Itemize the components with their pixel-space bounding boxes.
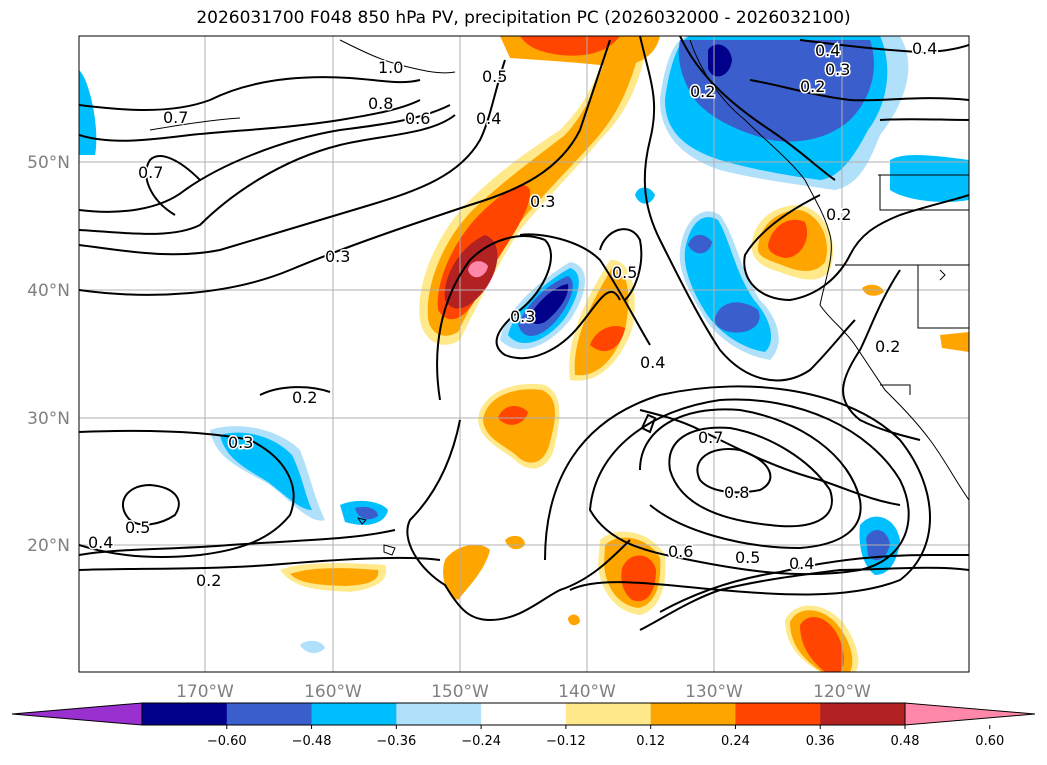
contour-label: 0.3 xyxy=(325,247,350,266)
contour-label: 0.2 xyxy=(690,82,715,101)
colorbar-tick-label: 0.24 xyxy=(721,734,750,749)
pv-contours xyxy=(79,36,969,631)
colorbar-tick-label: −0.24 xyxy=(461,734,501,749)
contour-label: 0.2 xyxy=(826,205,851,224)
contour-label: 0.5 xyxy=(735,548,760,567)
colorbar-extend-low xyxy=(11,702,143,726)
colorbar-tick-label: 0.36 xyxy=(806,734,835,749)
contour-label: 1.0 xyxy=(378,58,403,77)
contour-label: 0.4 xyxy=(640,353,665,372)
lon-tick: 140°W xyxy=(558,682,616,702)
contour-label: 0.5 xyxy=(125,518,150,537)
contour-label: 0.3 xyxy=(228,433,253,452)
contour-label: 0.4 xyxy=(88,533,113,552)
colorbar-segment xyxy=(735,703,821,725)
lat-tick: 20°N xyxy=(27,536,70,556)
contour-label: 0.7 xyxy=(138,163,163,182)
map-title: 2026031700 F048 850 hPa PV, precipitatio… xyxy=(196,8,851,28)
colorbar-tick-label: −0.48 xyxy=(292,734,332,749)
colorbar-segment xyxy=(820,703,906,725)
map-border xyxy=(78,35,970,673)
lon-tick: 170°W xyxy=(176,682,234,702)
colorbar-segment xyxy=(396,703,482,725)
lon-tick: 120°W xyxy=(813,682,871,702)
precip-shading xyxy=(79,36,969,672)
colorbar-tick-label: −0.12 xyxy=(546,734,586,749)
contour-label: 0.7 xyxy=(163,108,188,127)
colorbar-tick-label: −0.60 xyxy=(207,734,247,749)
lon-tick: 160°W xyxy=(304,682,362,702)
contour-label: 0.4 xyxy=(789,554,814,573)
colorbar-tick-label: −0.36 xyxy=(376,734,416,749)
colorbar: −0.60 −0.48 −0.36 −0.24 −0.12 0.12 0.24 0.36 0.4… xyxy=(11,702,1036,749)
contour-label: 0.8 xyxy=(368,94,393,113)
colorbar-extend-high xyxy=(904,702,1036,726)
coastlines xyxy=(149,39,969,556)
colorbar-segment xyxy=(226,703,313,725)
contour-label: 0.5 xyxy=(482,67,507,86)
contour-label: 0.4 xyxy=(815,41,840,60)
lat-tick: 30°N xyxy=(27,409,70,429)
colorbar-frame xyxy=(141,702,906,726)
gridlines xyxy=(79,36,969,672)
contour-label: 0.3 xyxy=(510,307,535,326)
lat-tick: 50°N xyxy=(27,153,70,173)
colorbar-segment xyxy=(311,703,397,725)
contour-labels: 1.0 0.8 0.7 0.6 0.5 0.4 0.3 0.3 0.7 0.3 … xyxy=(87,38,939,592)
contour-label: 0.6 xyxy=(405,109,430,128)
contour-label: 0.2 xyxy=(292,388,317,407)
contour-label: 0.3 xyxy=(530,192,555,211)
colorbar-segment xyxy=(481,703,567,725)
lon-tick: 130°W xyxy=(685,682,743,702)
contour-label: 0.4 xyxy=(912,39,937,58)
contour-label: 0.7 xyxy=(698,428,723,447)
contour-label: 0.2 xyxy=(875,337,900,356)
contour-label: 0.5 xyxy=(612,263,637,282)
colorbar-segment xyxy=(142,703,228,725)
lon-axis-labels: 170°W 160°W 150°W 140°W 130°W 120°W xyxy=(176,682,871,702)
contour-label: 0.2 xyxy=(800,77,825,96)
colorbar-segment xyxy=(565,703,652,725)
colorbar-tick-label: 0.12 xyxy=(636,734,665,749)
lon-tick: 150°W xyxy=(431,682,489,702)
lat-axis-labels: 50°N 40°N 30°N 20°N xyxy=(27,153,70,556)
contour-label: 0.2 xyxy=(196,571,221,590)
contour-label: 0.3 xyxy=(825,60,850,79)
contour-label: 0.8 xyxy=(724,483,749,502)
colorbar-segment xyxy=(650,703,736,725)
contour-label: 0.4 xyxy=(476,109,501,128)
lat-tick: 40°N xyxy=(27,281,70,301)
colorbar-tick-label: 0.48 xyxy=(891,734,920,749)
contour-label: 0.6 xyxy=(668,542,693,561)
colorbar-tick-label: 0.60 xyxy=(975,734,1004,749)
